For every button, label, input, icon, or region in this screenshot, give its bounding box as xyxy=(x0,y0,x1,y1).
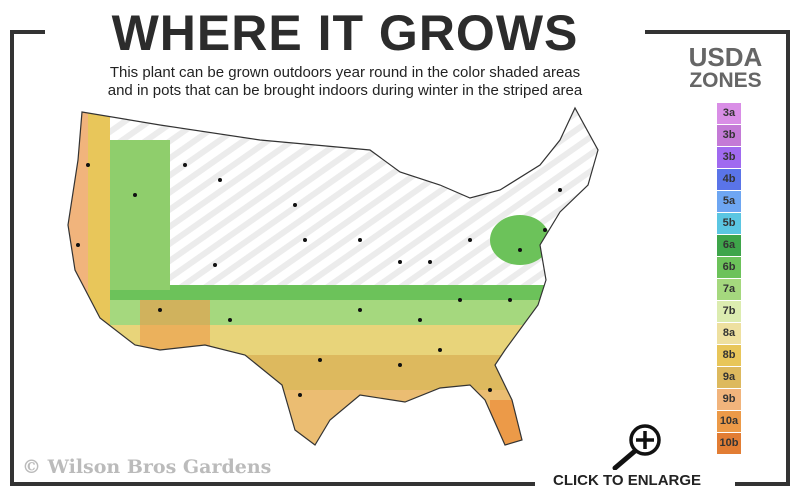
legend-zone-3b: 3b xyxy=(717,125,741,146)
frame-top-right xyxy=(640,30,786,34)
zone-legend: 3a 3b 3b 4b 5a 5b 6a 6b 7a 7b 8a 8b 9a 9b 10a 10b xyxy=(717,103,741,455)
legend-zone-8a: 8a xyxy=(717,323,741,344)
legend-zone-6b: 6b xyxy=(717,257,741,278)
legend-zone-9b: 9b xyxy=(717,389,741,410)
frame-top-left xyxy=(10,30,50,34)
legend-title: USDA ZONES xyxy=(668,42,783,92)
frame xyxy=(10,30,790,486)
legend-title-line: ZONES xyxy=(689,69,762,92)
subtitle: This plant can be grown outdoors year ro… xyxy=(40,64,650,100)
legend-zone-3a: 3a xyxy=(717,103,741,124)
legend-title-line: USDA xyxy=(688,42,763,72)
legend-zone-5b: 5b xyxy=(717,213,741,234)
magnifier-plus-icon[interactable] xyxy=(605,420,665,470)
legend-zone-10a: 10a xyxy=(717,411,741,432)
legend-zone-7a: 7a xyxy=(717,279,741,300)
page-title: WHERE IT GROWS xyxy=(45,0,645,66)
copyright: © Wilson Bros Gardens xyxy=(22,456,272,478)
legend-zone-5a: 5a xyxy=(717,191,741,212)
legend-zone-7b: 7b xyxy=(717,301,741,322)
legend-zone-6a: 6a xyxy=(717,235,741,256)
legend-zone-3b: 3b xyxy=(717,147,741,168)
legend-zone-4b: 4b xyxy=(717,169,741,190)
legend-zone-8b: 8b xyxy=(717,345,741,366)
legend-zone-10b: 10b xyxy=(717,433,741,454)
subtitle-line: and in pots that can be brought indoors … xyxy=(107,82,583,99)
subtitle-line: This plant can be grown outdoors year ro… xyxy=(109,64,581,81)
click-to-enlarge-button[interactable]: CLICK TO ENLARGE xyxy=(545,472,710,489)
legend-zone-9a: 9a xyxy=(717,367,741,388)
